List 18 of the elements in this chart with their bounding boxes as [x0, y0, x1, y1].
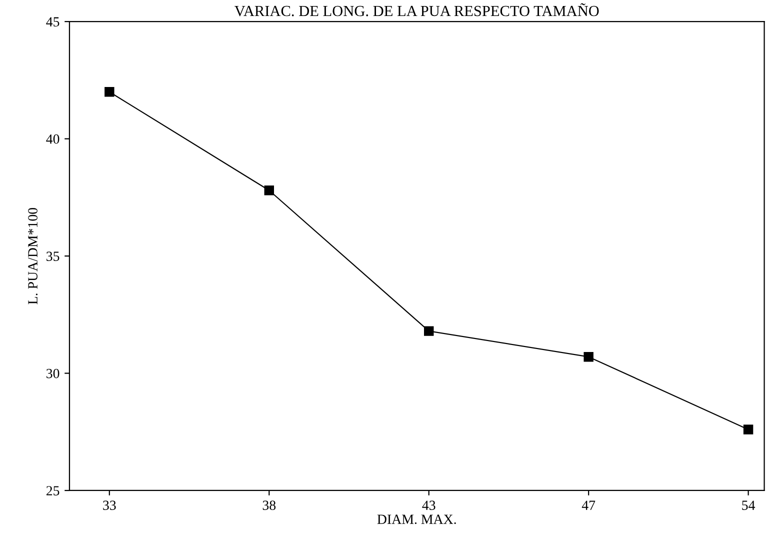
x-tick-label: 38	[262, 500, 276, 510]
chart-title: VARIAC. DE LONG. DE LA PUA RESPECTO TAMAÑO	[234, 3, 599, 16]
x-tick-label: 43	[422, 500, 436, 510]
point	[424, 326, 434, 336]
x-axis-title: DIAM. MAX.	[377, 514, 456, 524]
point	[104, 87, 114, 97]
x-tick-label: 47	[582, 500, 596, 510]
x-tick-label: 33	[103, 500, 116, 510]
x-tick-label: 54	[742, 500, 756, 510]
y-axis-title: L. PUA/DM*100	[28, 208, 38, 304]
point	[743, 424, 754, 434]
point	[264, 186, 274, 196]
y-tick-label: 25	[46, 486, 60, 496]
y-tick-label: 30	[46, 368, 60, 378]
y-tick-label: 40	[46, 134, 60, 144]
y-tick-label: 35	[46, 252, 60, 261]
y-tick-label: 45	[46, 17, 60, 27]
point	[584, 352, 594, 362]
